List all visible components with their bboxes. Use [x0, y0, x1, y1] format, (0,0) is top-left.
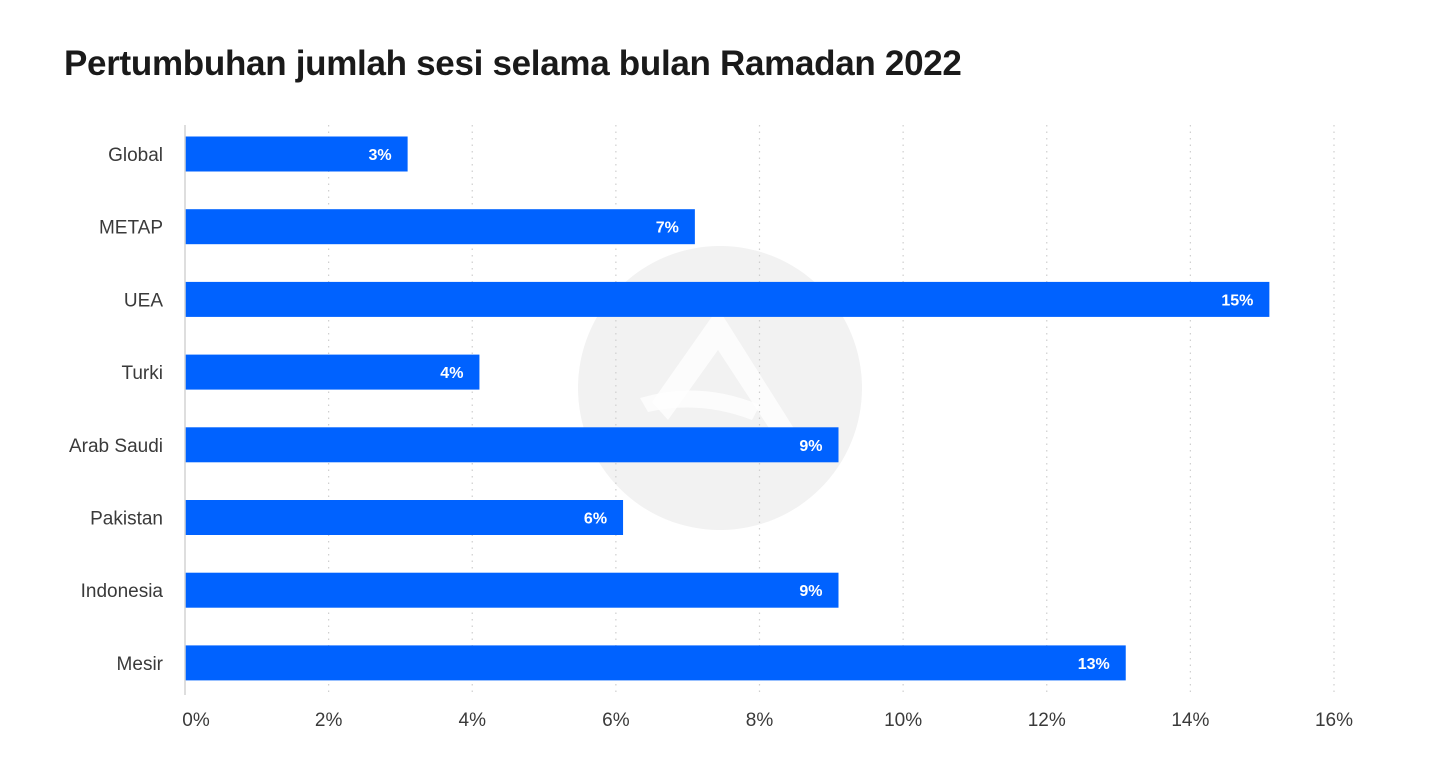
watermark-glyph-bar [640, 390, 760, 420]
x-tick-label: 6% [602, 710, 630, 731]
category-label: UEA [124, 290, 163, 311]
bar [185, 500, 624, 535]
bar [185, 281, 1270, 317]
bar [185, 572, 839, 608]
x-tick-label: 2% [315, 710, 343, 731]
x-tick-label: 16% [1315, 710, 1353, 731]
category-label: Indonesia [81, 581, 164, 602]
x-tick-label: 8% [746, 710, 774, 731]
category-label: Arab Saudi [69, 436, 163, 457]
value-label: 9% [799, 438, 822, 455]
value-label: 4% [440, 365, 463, 382]
bar [185, 427, 839, 463]
value-label: 6% [584, 511, 607, 528]
category-label: Turki [121, 363, 163, 384]
bar [185, 136, 408, 172]
value-label: 9% [799, 583, 822, 600]
bar [185, 645, 1126, 681]
value-label: 13% [1078, 656, 1110, 673]
value-label: 15% [1221, 292, 1253, 309]
bars: Global 3% METAP 7% UEA 15% Turki 4% Arab Saudi 9%… [69, 136, 1270, 681]
category-label: Mesir [117, 654, 164, 675]
x-tick-label: 14% [1171, 710, 1209, 731]
bar [185, 354, 480, 390]
x-tick-label: 10% [884, 710, 922, 731]
category-label: Pakistan [90, 509, 163, 530]
chart-title: Pertumbuhan jumlah sesi selama bulan Ram… [64, 44, 962, 83]
x-tick-label: 4% [459, 710, 487, 731]
x-tick-label: 12% [1028, 710, 1066, 731]
value-label: 3% [368, 147, 391, 164]
bar [185, 209, 695, 245]
category-label: Global [108, 145, 163, 166]
category-label: METAP [99, 218, 163, 239]
axes: 0% 2% 4% 6% 8% 10% 12% 14% 16% [182, 125, 1353, 731]
watermark-glyph [652, 308, 800, 448]
x-tick-label: 0% [182, 710, 210, 731]
value-label: 7% [656, 220, 679, 237]
